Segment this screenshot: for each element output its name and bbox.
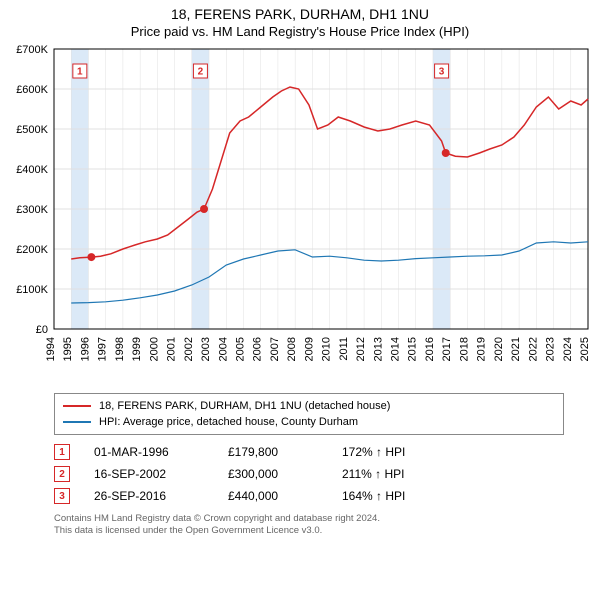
svg-text:2011: 2011	[338, 337, 350, 361]
chart-container: 18, FERENS PARK, DURHAM, DH1 1NU Price p…	[0, 0, 600, 590]
sale-marker-icon: 1	[54, 444, 70, 460]
sale-date: 01-MAR-1996	[94, 445, 204, 459]
legend: 18, FERENS PARK, DURHAM, DH1 1NU (detach…	[54, 393, 564, 435]
svg-text:£200K: £200K	[16, 244, 48, 256]
svg-text:1: 1	[77, 67, 83, 78]
price-chart: £0 £100K £200K £300K £400K £500K £600K £700K 199…	[0, 39, 600, 389]
svg-text:£600K: £600K	[16, 84, 48, 96]
svg-text:3: 3	[439, 67, 445, 78]
legend-item-subject: 18, FERENS PARK, DURHAM, DH1 1NU (detach…	[63, 398, 555, 414]
svg-text:2024: 2024	[562, 337, 574, 361]
chart-subtitle: Price paid vs. HM Land Registry's House …	[0, 24, 600, 39]
sale-marker-icon: 3	[54, 488, 70, 504]
svg-text:2020: 2020	[493, 337, 505, 361]
svg-text:2019: 2019	[476, 337, 488, 361]
svg-text:£0: £0	[36, 324, 48, 336]
svg-text:2004: 2004	[217, 337, 229, 361]
svg-text:2022: 2022	[527, 337, 539, 361]
footer-line: Contains HM Land Registry data © Crown c…	[54, 513, 564, 525]
legend-label: 18, FERENS PARK, DURHAM, DH1 1NU (detach…	[99, 400, 390, 412]
sales-table: 1 01-MAR-1996 £179,800 172% ↑ HPI 2 16-S…	[54, 441, 564, 507]
svg-text:1995: 1995	[62, 337, 74, 361]
sale-row: 1 01-MAR-1996 £179,800 172% ↑ HPI	[54, 441, 564, 463]
svg-text:2017: 2017	[441, 337, 453, 361]
legend-item-hpi: HPI: Average price, detached house, Coun…	[63, 414, 555, 430]
svg-text:2009: 2009	[303, 337, 315, 361]
sale-price: £179,800	[228, 445, 318, 459]
svg-text:2010: 2010	[321, 337, 333, 361]
svg-text:2014: 2014	[390, 337, 402, 361]
sale-row: 2 16-SEP-2002 £300,000 211% ↑ HPI	[54, 463, 564, 485]
svg-text:2: 2	[198, 67, 204, 78]
chart-title: 18, FERENS PARK, DURHAM, DH1 1NU	[0, 6, 600, 22]
svg-text:£300K: £300K	[16, 204, 48, 216]
sale-ratio: 172% ↑ HPI	[342, 445, 432, 459]
sale-price: £300,000	[228, 467, 318, 481]
svg-text:2018: 2018	[458, 337, 470, 361]
svg-text:2000: 2000	[148, 337, 160, 361]
svg-text:2015: 2015	[407, 337, 419, 361]
svg-text:£700K: £700K	[16, 44, 48, 56]
sale-date: 26-SEP-2016	[94, 489, 204, 503]
svg-text:1998: 1998	[114, 337, 126, 361]
svg-text:2013: 2013	[372, 337, 384, 361]
sale-date: 16-SEP-2002	[94, 467, 204, 481]
svg-text:2001: 2001	[166, 337, 178, 361]
svg-text:2021: 2021	[510, 337, 522, 361]
svg-text:1997: 1997	[97, 337, 109, 361]
svg-text:1996: 1996	[79, 337, 91, 361]
sale-marker-icon: 2	[54, 466, 70, 482]
title-block: 18, FERENS PARK, DURHAM, DH1 1NU Price p…	[0, 0, 600, 39]
legend-swatch	[63, 405, 91, 407]
sale-ratio: 211% ↑ HPI	[342, 467, 432, 481]
svg-text:2007: 2007	[269, 337, 281, 361]
legend-label: HPI: Average price, detached house, Coun…	[99, 416, 358, 428]
svg-text:£100K: £100K	[16, 284, 48, 296]
svg-text:£400K: £400K	[16, 164, 48, 176]
svg-text:£500K: £500K	[16, 124, 48, 136]
svg-text:1999: 1999	[131, 337, 143, 361]
svg-text:2012: 2012	[355, 337, 367, 361]
svg-text:2005: 2005	[234, 337, 246, 361]
svg-text:2002: 2002	[183, 337, 195, 361]
svg-text:2025: 2025	[579, 337, 591, 361]
footer-line: This data is licensed under the Open Gov…	[54, 525, 564, 537]
sale-ratio: 164% ↑ HPI	[342, 489, 432, 503]
svg-text:2023: 2023	[545, 337, 557, 361]
svg-text:2008: 2008	[286, 337, 298, 361]
legend-swatch	[63, 421, 91, 423]
sale-row: 3 26-SEP-2016 £440,000 164% ↑ HPI	[54, 485, 564, 507]
svg-text:2003: 2003	[200, 337, 212, 361]
svg-text:1994: 1994	[45, 337, 57, 361]
svg-text:2016: 2016	[424, 337, 436, 361]
svg-text:2006: 2006	[252, 337, 264, 361]
sale-price: £440,000	[228, 489, 318, 503]
footer-note: Contains HM Land Registry data © Crown c…	[54, 513, 564, 537]
